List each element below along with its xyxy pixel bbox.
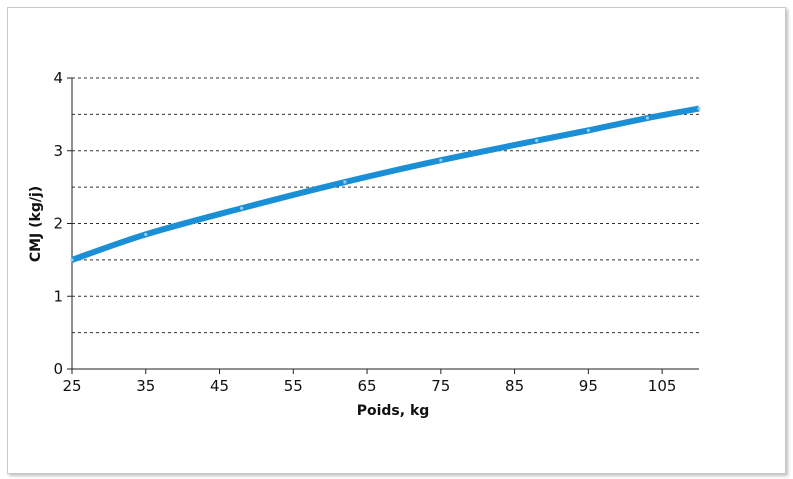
series-line-0 bbox=[71, 105, 700, 263]
x-axis-title: Poids, kg bbox=[357, 403, 430, 419]
y-tick-label-1: 1 bbox=[53, 287, 63, 305]
gridlines bbox=[72, 77, 699, 334]
data-point-0-1 bbox=[144, 232, 148, 237]
data-point-0-7 bbox=[645, 116, 649, 120]
data-point-0-8 bbox=[697, 106, 701, 111]
chart-frame bbox=[7, 7, 786, 474]
x-tick-label-65: 65 bbox=[358, 377, 377, 395]
x-tick-label-55: 55 bbox=[284, 377, 303, 395]
data-point-0-6 bbox=[586, 128, 590, 132]
data-point-0-2 bbox=[240, 206, 244, 210]
data-point-0-5 bbox=[535, 138, 539, 143]
x-tick-label-75: 75 bbox=[431, 377, 450, 395]
x-tick-label-105: 105 bbox=[648, 377, 677, 395]
y-tick-label-2: 2 bbox=[53, 215, 63, 233]
x-tick-label-35: 35 bbox=[136, 377, 155, 395]
x-tick-label-95: 95 bbox=[579, 377, 598, 395]
y-ticks: 0 1 2 3 4 bbox=[53, 69, 72, 378]
y-axis-title: CMJ (kg/j) bbox=[28, 186, 44, 262]
x-tick-label-45: 45 bbox=[210, 377, 229, 395]
y-tick-label-4: 4 bbox=[53, 69, 63, 87]
series-group bbox=[70, 105, 701, 263]
data-point-0-0 bbox=[70, 258, 74, 262]
x-tick-label-25: 25 bbox=[62, 377, 81, 395]
y-tick-label-0: 0 bbox=[53, 360, 63, 378]
data-point-0-4 bbox=[439, 158, 443, 162]
x-ticks: 25 35 45 55 65 75 85 95 105 bbox=[62, 369, 676, 395]
y-tick-label-3: 3 bbox=[53, 142, 63, 160]
data-point-0-3 bbox=[343, 180, 347, 184]
x-tick-label-85: 85 bbox=[505, 377, 524, 395]
